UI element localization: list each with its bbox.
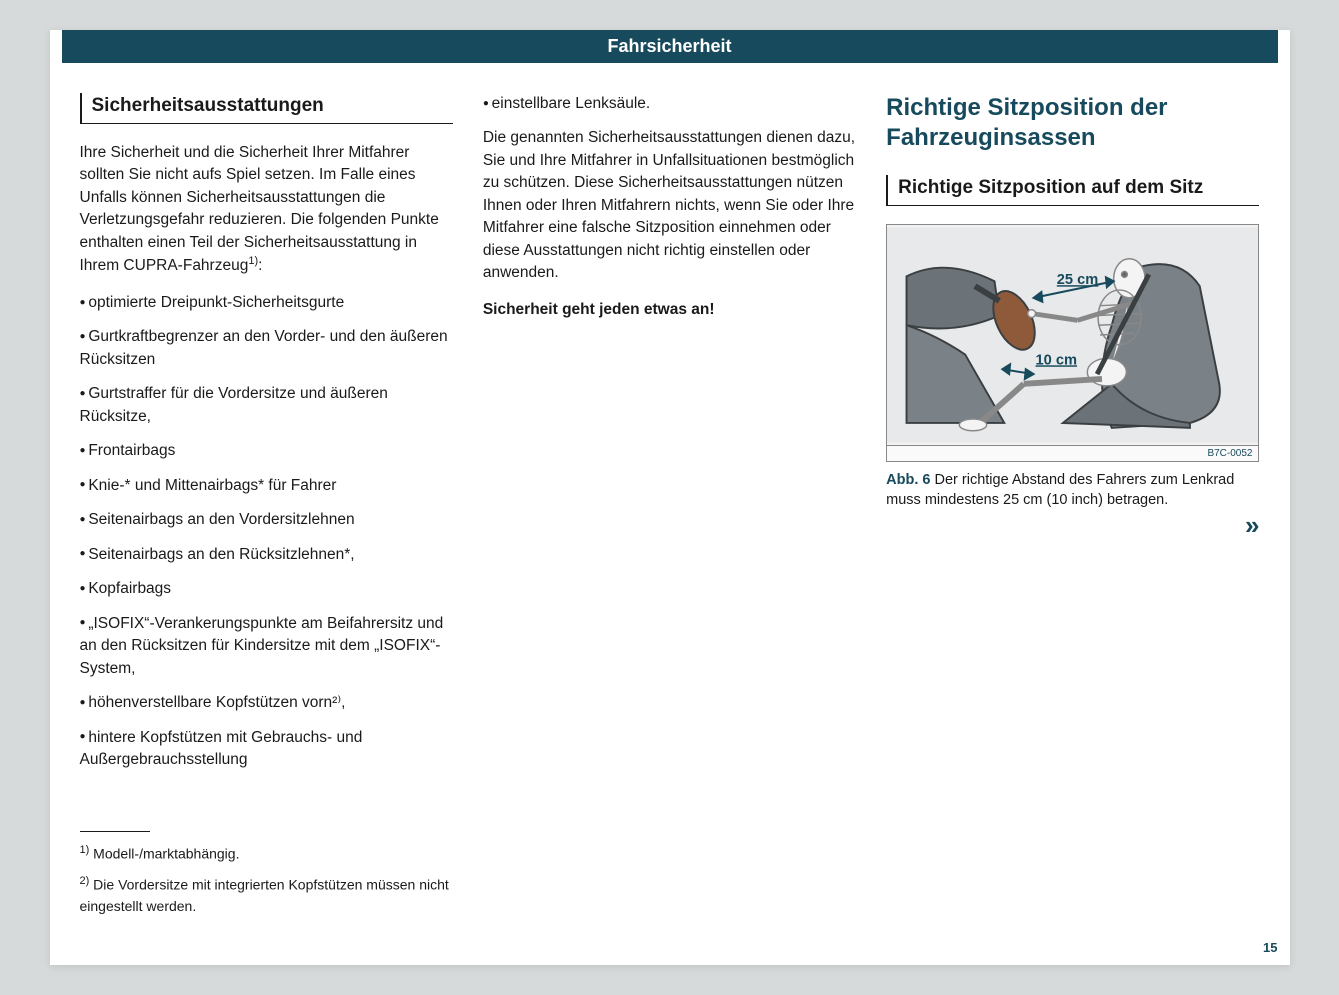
figure-caption: Abb. 6 Der richtige Abstand des Fahrers … — [886, 470, 1259, 511]
list-item: hintere Kopfstützen mit Gebrauchs- und A… — [80, 727, 453, 772]
emphasis-line: Sicherheit geht jeden etwas an! — [483, 299, 856, 321]
footnote-text: Modell-/marktabhängig. — [89, 846, 239, 862]
caption-text: Der richtige Abstand des Fahrers zum Len… — [886, 472, 1234, 508]
section-heading-safety-equipment: Sicherheitsausstattungen — [80, 93, 453, 124]
list-item: Seitenairbags an den Rücksitzlehnen*, — [80, 544, 453, 566]
list-item: Gurtstraffer für die Vordersitze und äuß… — [80, 383, 453, 428]
footnote-rule — [80, 831, 150, 832]
footnote-sup: 1) — [80, 844, 90, 856]
footnote-sup: 2) — [80, 875, 90, 887]
page-number: 15 — [1263, 940, 1277, 955]
safety-equipment-list: optimierte Dreipunkt-Sicherheitsgurte Gu… — [80, 292, 453, 772]
intro-text: Ihre Sicherheit und die Sicherheit Ihrer… — [80, 144, 439, 275]
column-2: einstellbare Lenksäule. Die genannten Si… — [483, 93, 856, 925]
label-25cm: 25 cm — [1057, 272, 1099, 288]
list-item: Kopfairbags — [80, 578, 453, 600]
figure-id-code: B7C-0052 — [887, 445, 1258, 461]
footnote-2: 2) Die Vordersitze mit integrierten Kopf… — [80, 873, 453, 917]
list-item: optimierte Dreipunkt-Sicherheitsgurte — [80, 292, 453, 314]
column-1: Sicherheitsausstattungen Ihre Sicherheit… — [80, 93, 453, 925]
label-10cm: 10 cm — [1036, 352, 1078, 368]
intro-tail: : — [258, 258, 262, 275]
list-item: Frontairbags — [80, 440, 453, 462]
list-item: Seitenairbags an den Vordersitzlehnen — [80, 509, 453, 531]
chapter-header: Fahrsicherheit — [62, 30, 1278, 63]
content-columns: Sicherheitsausstattungen Ihre Sicherheit… — [50, 63, 1290, 925]
explanation-paragraph: Die genannten Sicherheitsausstattungen d… — [483, 127, 856, 284]
caption-label: Abb. 6 — [886, 472, 930, 488]
list-item: einstellbare Lenksäule. — [483, 93, 856, 115]
list-item: Knie-* und Mittenairbags* für Fahrer — [80, 475, 453, 497]
continuation-mark: » — [1245, 510, 1259, 541]
footnote-1: 1) Modell-/marktabhängig. — [80, 842, 453, 865]
figure-6: 25 cm 10 cm B7C-0052 — [886, 224, 1259, 462]
list-item: Gurtkraftbegrenzer an den Vorder- und de… — [80, 326, 453, 371]
intro-paragraph: Ihre Sicherheit und die Sicherheit Ihrer… — [80, 142, 453, 278]
footnote-text: Die Vordersitze mit integrierten Kopfstü… — [80, 877, 449, 914]
list-item: höhenverstellbare Kopfstützen vorn²⁾, — [80, 692, 453, 714]
safety-list-continued: einstellbare Lenksäule. — [483, 93, 856, 115]
main-heading-seating: Richtige Sitzposition der Fahrzeuginsass… — [886, 93, 1259, 153]
intro-footnote-ref: 1) — [248, 255, 258, 267]
section-heading-seat-position: Richtige Sitzposition auf dem Sitz — [886, 175, 1259, 206]
manual-page: Fahrsicherheit Sicherheitsausstattungen … — [50, 30, 1290, 965]
figure-illustration: 25 cm 10 cm — [887, 225, 1258, 445]
footnotes: 1) Modell-/marktabhängig. 2) Die Vorders… — [80, 831, 453, 916]
list-item: „ISOFIX“-Verankerungspunkte am Beifahrer… — [80, 613, 453, 680]
column-3: Richtige Sitzposition der Fahrzeuginsass… — [886, 93, 1259, 925]
